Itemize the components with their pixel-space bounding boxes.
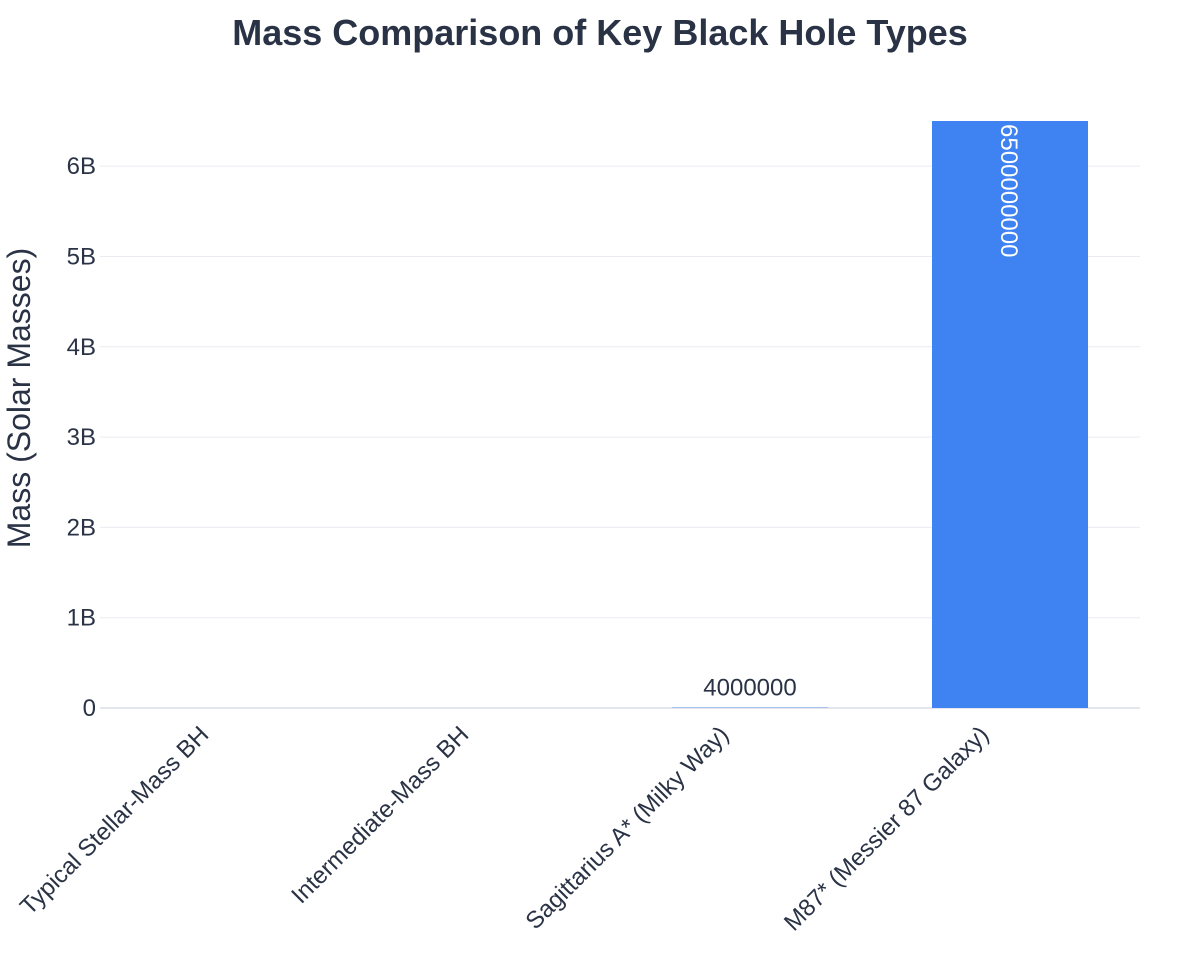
data-label: 4000000: [703, 675, 796, 702]
y-axis-ticks: 0 1B 2B 3B 4B 5B 6B: [67, 153, 96, 722]
y-tick-label: 3B: [67, 424, 96, 451]
x-tick-label: Intermediate-Mass BH: [286, 721, 474, 909]
x-tick-label: Typical Stellar-Mass BH: [15, 721, 214, 920]
chart-title: Mass Comparison of Key Black Hole Types: [232, 12, 968, 53]
bars: [412, 121, 1088, 708]
y-tick-label: 0: [83, 695, 96, 722]
y-tick-label: 4B: [67, 334, 96, 361]
y-tick-label: 1B: [67, 605, 96, 632]
x-tick-label: Sagittarius A* (Milky Way): [521, 721, 735, 935]
data-label: 6500000000: [995, 124, 1022, 257]
y-tick-label: 6B: [67, 153, 96, 180]
x-axis-ticks: Typical Stellar-Mass BH Intermediate-Mass…: [15, 721, 994, 936]
y-tick-label: 5B: [67, 243, 96, 270]
x-tick-label: M87* (Messier 87 Galaxy): [779, 721, 994, 936]
y-axis-title: Mass (Solar Masses): [1, 248, 37, 549]
y-tick-label: 2B: [67, 514, 96, 541]
